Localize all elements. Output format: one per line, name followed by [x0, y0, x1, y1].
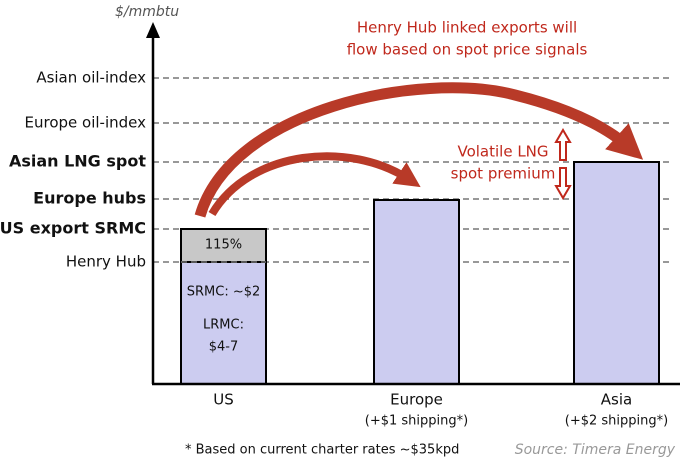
bar-text: 115% [205, 238, 242, 253]
level-label: US export SRMC [0, 219, 146, 238]
level-label: Europe hubs [33, 189, 146, 208]
bar-text: SRMC: ~$2 [187, 285, 261, 300]
level-label: Europe oil-index [25, 114, 147, 132]
flow-arrow [208, 152, 421, 217]
double-arrow [554, 128, 572, 200]
annotation: flow based on spot price signals [347, 41, 588, 59]
bar-text: LRMC: [203, 318, 244, 333]
unit-label: $/mmbtu [115, 4, 179, 20]
x-label: Asia [601, 391, 632, 409]
level-label: Henry Hub [66, 253, 146, 271]
premium-block [180, 228, 267, 263]
footnote: * Based on current charter rates ~$35kpd [185, 443, 459, 458]
bar [373, 199, 460, 385]
level-label: Asian LNG spot [9, 152, 146, 171]
source: Source: Timera Energy [515, 442, 676, 458]
annotation: Volatile LNG [457, 143, 548, 161]
x-label: US [213, 391, 234, 409]
flow-arrow [194, 82, 644, 218]
annotation: spot premium [451, 165, 556, 183]
x-note: (+$2 shipping*) [565, 414, 668, 429]
bar [573, 161, 660, 385]
x-label: Europe [390, 391, 443, 409]
x-note: (+$1 shipping*) [365, 414, 468, 429]
y-axis-arrow [146, 22, 160, 38]
bar-text: $4-7 [209, 340, 239, 355]
annotation: Henry Hub linked exports will [357, 19, 577, 37]
level-label: Asian oil-index [36, 69, 146, 87]
chart-layer: Asian oil-index Europe oil-index Asian LNG… [0, 69, 670, 429]
